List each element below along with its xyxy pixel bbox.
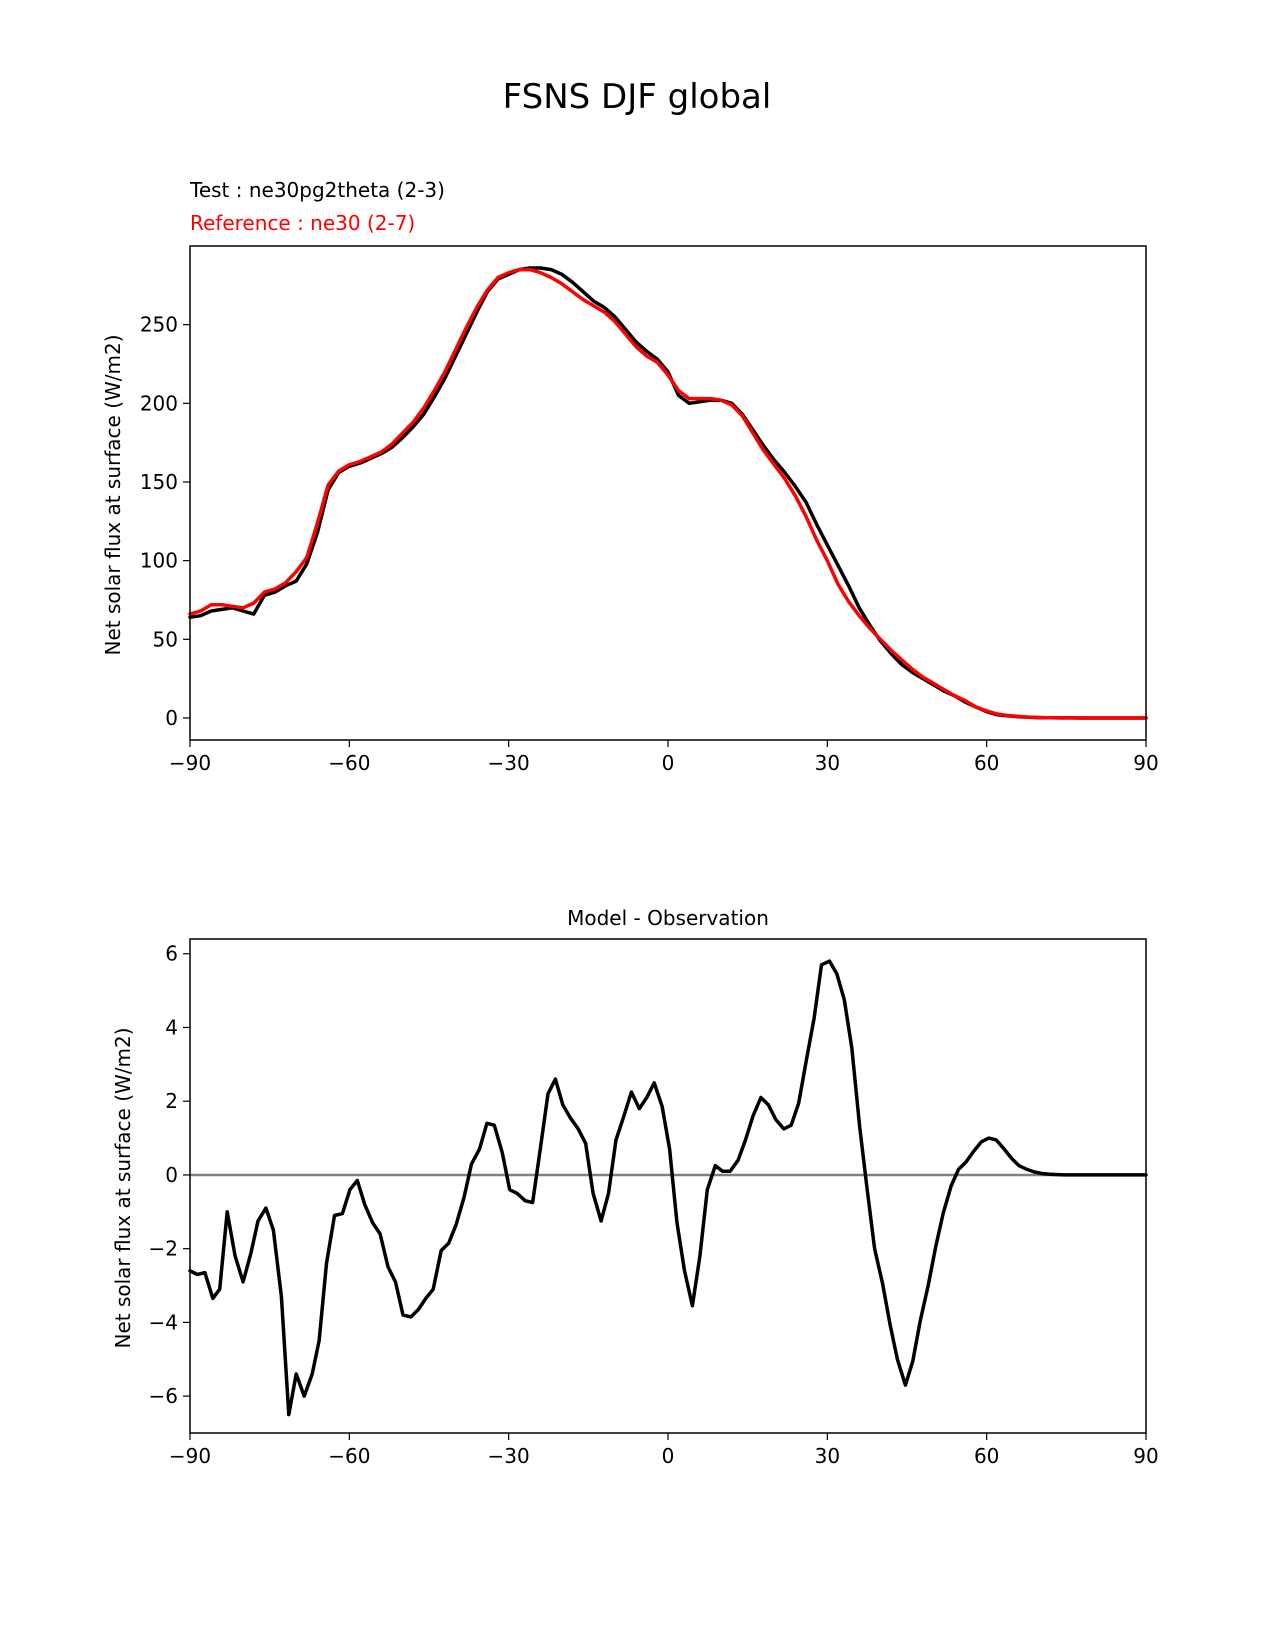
top-series-reference [188,267,1148,720]
top-plot-frame [189,245,1147,741]
bottom-y-tick-label: 0 [165,1163,178,1187]
bottom-y-tick-label: −2 [149,1237,178,1261]
top-y-tick-label: 50 [153,627,178,651]
top-series-test [188,266,1148,720]
bottom-plot-frame [189,938,1147,1434]
top-x-tick-label: −60 [328,751,370,775]
top-y-tick-label: 0 [165,706,178,730]
bottom-y-tick-label: −6 [149,1384,178,1408]
bottom-series-model-observation [188,959,1148,1417]
bottom-axis-ticks: −90 −60 −30 0 30 60 90 −6 −4 −2 0 2 4 6 [149,942,1159,1468]
top-x-tick-label: 30 [815,751,840,775]
top-x-tick-label: −90 [169,751,211,775]
bottom-y-tick-label: −4 [149,1310,178,1334]
top-y-axis-label: Net solar flux at surface (W/m2) [101,334,125,655]
zonal-mean-panel: Test : ne30pg2theta (2-3) Reference : ne… [101,178,1159,775]
legend-test-label: Test : ne30pg2theta (2-3) [189,178,445,202]
bottom-x-tick-label: 30 [815,1444,840,1468]
top-y-tick-label: 200 [140,391,178,415]
bottom-x-tick-label: 60 [974,1444,999,1468]
top-x-tick-label: 60 [974,751,999,775]
difference-panel: Model - Observation Net solar flux at su… [111,906,1159,1468]
figure-title: FSNS DJF global [503,77,772,117]
bottom-y-axis-label: Net solar flux at surface (W/m2) [111,1027,135,1348]
bottom-y-tick-label: 2 [165,1089,178,1113]
top-x-tick-label: 0 [662,751,675,775]
bottom-x-tick-label: −60 [328,1444,370,1468]
top-y-tick-label: 250 [140,313,178,337]
bottom-x-tick-label: −30 [488,1444,530,1468]
top-x-tick-label: 90 [1133,751,1158,775]
top-y-tick-label: 150 [140,470,178,494]
bottom-y-tick-label: 6 [165,942,178,966]
bottom-y-tick-label: 4 [165,1015,178,1039]
bottom-x-tick-label: 0 [662,1444,675,1468]
bottom-x-tick-label: 90 [1133,1444,1158,1468]
top-x-tick-label: −30 [488,751,530,775]
top-axis-ticks: −90 −60 −30 0 30 60 90 0 50 100 150 200 250 [140,313,1159,775]
bottom-plot-title: Model - Observation [567,906,769,930]
legend-reference-label: Reference : ne30 (2-7) [190,211,415,235]
bottom-plot-lines [188,959,1148,1417]
top-plot-lines [188,266,1148,720]
top-y-tick-label: 100 [140,549,178,573]
bottom-x-tick-label: −90 [169,1444,211,1468]
